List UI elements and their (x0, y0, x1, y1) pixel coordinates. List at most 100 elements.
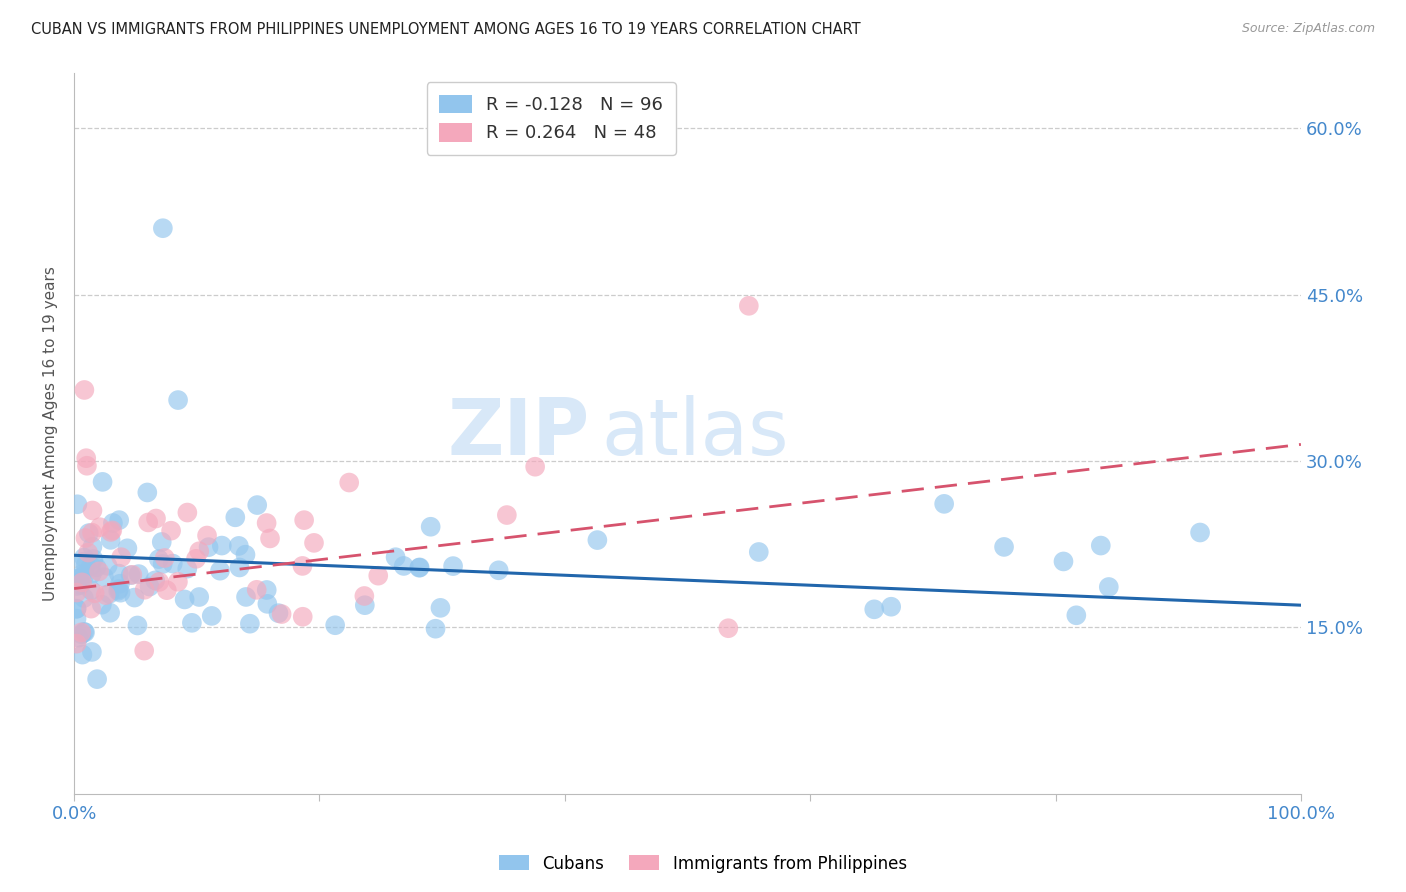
Point (80, 559, 103, 574)
Point (134, 582, 156, 597)
Point (124, 591, 146, 605)
Point (228, 539, 250, 553)
Point (145, 511, 167, 525)
Point (993, 540, 1015, 554)
Point (246, 498, 269, 512)
Point (66, 579, 89, 593)
Point (73, 567, 96, 582)
Point (256, 597, 278, 611)
Point (73, 625, 96, 640)
Point (86, 560, 108, 574)
Point (75, 558, 97, 572)
Text: ZIP: ZIP (447, 395, 589, 471)
Point (77, 545, 100, 559)
Point (235, 548, 257, 562)
Point (224, 510, 246, 524)
Point (408, 560, 430, 574)
Point (128, 567, 150, 582)
Point (100, 533, 122, 547)
Point (65, 602, 87, 616)
Point (156, 583, 179, 598)
Point (108, 513, 131, 527)
Point (75, 451, 97, 466)
Point (73, 383, 96, 397)
Point (80, 566, 103, 581)
Point (228, 560, 250, 574)
Point (80, 601, 103, 615)
Point (100, 524, 122, 539)
Point (880, 599, 903, 614)
Point (173, 592, 195, 607)
Point (717, 621, 740, 635)
Point (441, 559, 464, 574)
Point (392, 558, 415, 573)
Point (863, 602, 886, 616)
Point (292, 513, 315, 527)
Point (353, 589, 375, 603)
Point (162, 557, 184, 571)
Point (82, 503, 104, 517)
Point (120, 568, 142, 582)
Point (160, 524, 183, 538)
Point (176, 561, 198, 575)
Point (76, 458, 98, 473)
Point (934, 497, 956, 511)
Point (93, 570, 115, 584)
Point (101, 524, 124, 538)
Point (94, 588, 117, 602)
Point (748, 545, 770, 559)
Point (176, 506, 198, 520)
Point (80, 525, 103, 540)
Point (1098, 580, 1121, 594)
Point (65, 585, 87, 599)
Y-axis label: Unemployment Among Ages 16 to 19 years: Unemployment Among Ages 16 to 19 years (44, 266, 58, 601)
Point (429, 600, 451, 615)
Point (90, 598, 112, 612)
Point (1189, 525, 1212, 540)
Point (302, 536, 325, 550)
Point (77, 526, 100, 541)
Point (152, 557, 174, 571)
Point (107, 583, 129, 598)
Point (73, 591, 96, 605)
Point (384, 550, 406, 565)
Point (72, 566, 94, 581)
Point (70, 625, 93, 640)
Point (108, 576, 131, 591)
Point (101, 516, 124, 530)
Point (69, 578, 91, 592)
Point (267, 606, 290, 620)
Point (419, 520, 441, 534)
Point (82, 540, 104, 554)
Point (108, 582, 131, 596)
Point (136, 516, 159, 530)
Point (353, 598, 375, 612)
Point (65, 572, 87, 586)
Point (256, 516, 278, 530)
Point (1090, 539, 1112, 553)
Legend: R = -0.128   N = 96, R = 0.264   N = 48: R = -0.128 N = 96, R = 0.264 N = 48 (426, 82, 676, 155)
Point (195, 528, 218, 542)
Text: Source: ZipAtlas.com: Source: ZipAtlas.com (1241, 22, 1375, 36)
Point (246, 582, 269, 597)
Point (153, 551, 176, 566)
Point (110, 585, 132, 599)
Point (188, 590, 211, 604)
Point (150, 535, 173, 549)
Point (138, 580, 160, 594)
Point (127, 618, 149, 632)
Point (259, 532, 281, 546)
Text: atlas: atlas (602, 395, 789, 471)
Point (65, 637, 87, 651)
Point (143, 574, 166, 588)
Point (738, 299, 761, 313)
Point (121, 567, 143, 582)
Point (86, 672, 108, 686)
Point (73, 550, 96, 565)
Point (323, 618, 346, 632)
Point (67, 572, 90, 586)
Point (1052, 554, 1074, 568)
Point (98, 587, 121, 601)
Point (148, 552, 170, 566)
Point (152, 221, 174, 235)
